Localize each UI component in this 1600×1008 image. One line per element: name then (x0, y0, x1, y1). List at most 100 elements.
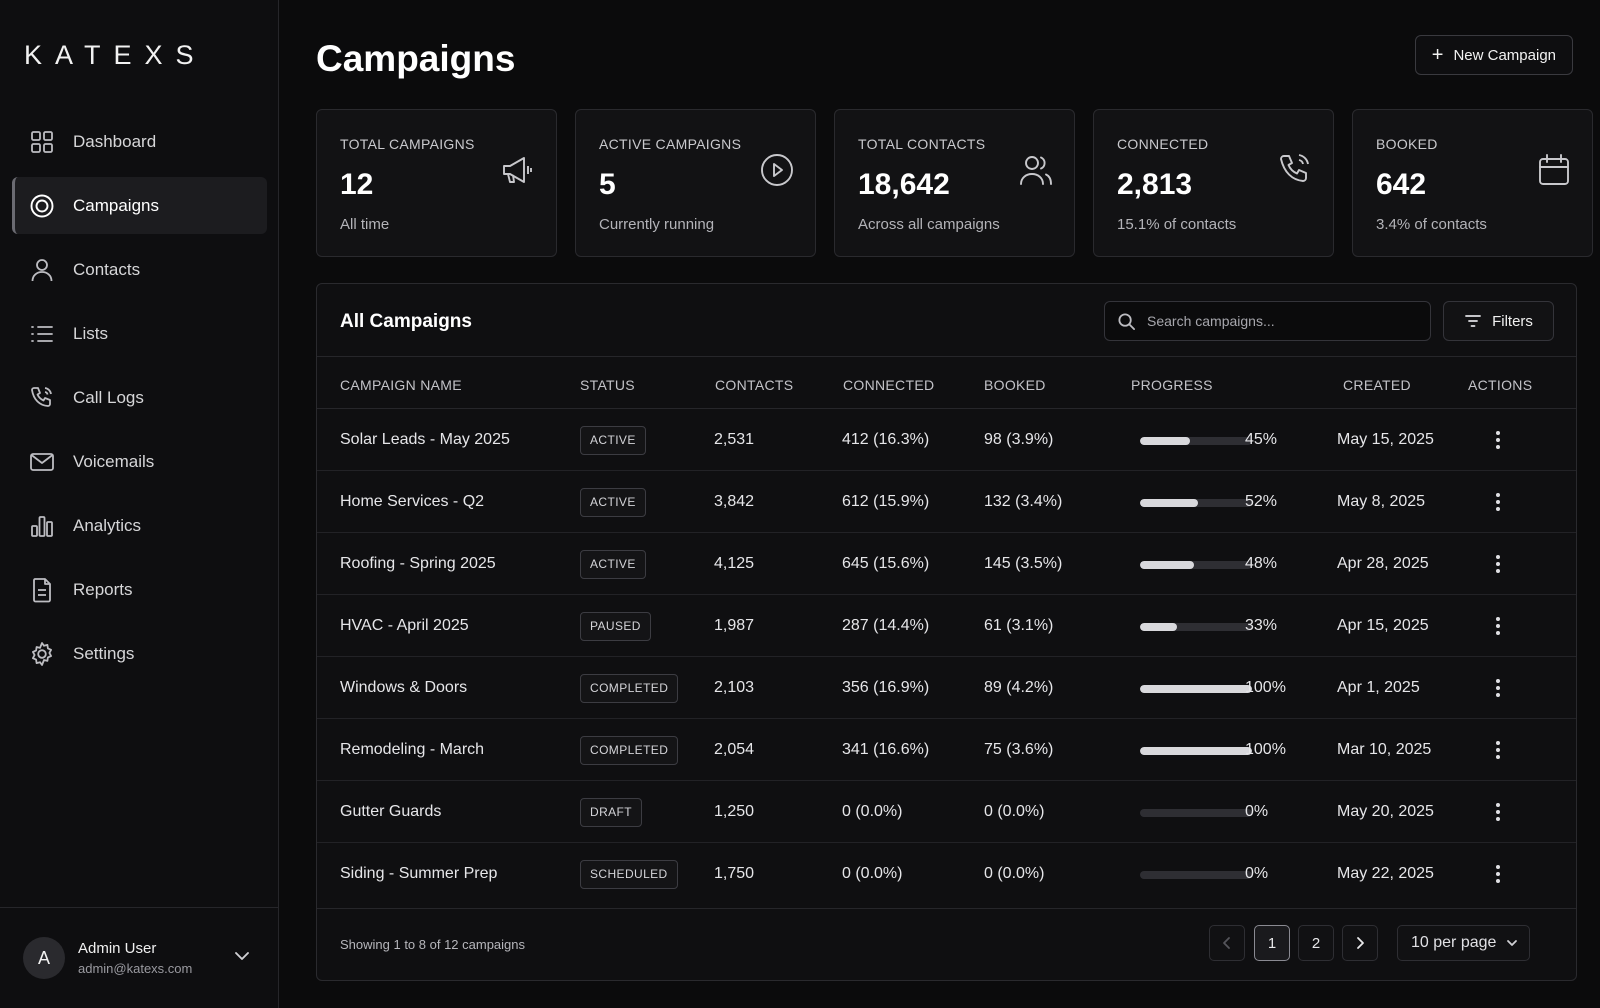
phone-call-icon (1275, 150, 1315, 190)
campaign-name[interactable]: Windows & Doors (340, 679, 468, 696)
campaign-name[interactable]: Home Services - Q2 (340, 493, 485, 510)
sidebar-item-settings[interactable]: Settings (12, 625, 267, 682)
connected-count: 287 (14.4%) (842, 617, 930, 634)
sidebar-item-campaigns[interactable]: Campaigns (12, 177, 267, 234)
page-button-2[interactable]: 2 (1298, 925, 1334, 961)
more-actions-icon[interactable] (1487, 490, 1509, 514)
megaphone-icon (498, 150, 538, 190)
chevron-left-icon (1220, 936, 1234, 950)
search-box[interactable] (1104, 301, 1431, 341)
table-row[interactable]: Home Services - Q2 ACTIVE 3,842 612 (15.… (317, 471, 1576, 533)
contacts-count: 2,103 (714, 679, 755, 696)
progress-percent: 33% (1245, 617, 1278, 634)
prev-page-button[interactable] (1209, 925, 1245, 961)
contacts-count: 2,054 (714, 741, 755, 758)
progress-percent: 0% (1245, 803, 1269, 820)
booked-count: 0 (0.0%) (984, 803, 1045, 820)
created-date: Apr 28, 2025 (1337, 555, 1429, 572)
table-row[interactable]: Roofing - Spring 2025 ACTIVE 4,125 645 (… (317, 533, 1576, 595)
progress-bar (1140, 499, 1252, 507)
users-icon (1016, 150, 1056, 190)
progress-bar (1140, 685, 1252, 693)
contacts-count: 4,125 (714, 555, 755, 572)
campaign-name[interactable]: Remodeling - March (340, 741, 485, 758)
sidebar-item-reports[interactable]: Reports (12, 561, 267, 618)
more-actions-icon[interactable] (1487, 738, 1509, 762)
progress-fill (1140, 499, 1199, 507)
next-page-button[interactable] (1342, 925, 1378, 961)
more-actions-icon[interactable] (1487, 428, 1509, 452)
more-actions-icon[interactable] (1487, 862, 1509, 886)
progress-fill (1140, 561, 1194, 569)
search-input[interactable] (1147, 313, 1407, 329)
table-title: All Campaigns (340, 311, 472, 332)
more-actions-icon[interactable] (1487, 676, 1509, 700)
column-header-contacts[interactable]: CONTACTS (715, 377, 794, 393)
stat-label: ACTIVE CAMPAIGNS (599, 136, 742, 152)
sidebar-item-voicemails[interactable]: Voicemails (12, 433, 267, 490)
column-header-created[interactable]: CREATED (1343, 377, 1411, 393)
pagination-summary: Showing 1 to 8 of 12 campaigns (340, 937, 526, 952)
sidebar-item-call-logs[interactable]: Call Logs (12, 369, 267, 426)
campaign-name[interactable]: Siding - Summer Prep (340, 865, 498, 882)
column-header-progress[interactable]: PROGRESS (1131, 377, 1213, 393)
progress-percent: 45% (1245, 431, 1278, 448)
campaign-name[interactable]: Solar Leads - May 2025 (340, 431, 510, 448)
sidebar-item-analytics[interactable]: Analytics (12, 497, 267, 554)
main-content: Campaigns + New Campaign TOTAL CAMPAIGNS… (279, 0, 1600, 1008)
progress-bar (1140, 623, 1252, 631)
status-badge: SCHEDULED (580, 860, 678, 889)
document-icon (28, 576, 56, 604)
chevron-down-icon[interactable] (232, 946, 252, 966)
sidebar-item-label: Call Logs (73, 387, 144, 407)
stat-value: 642 (1376, 168, 1427, 201)
target-icon (28, 192, 56, 220)
booked-count: 145 (3.5%) (984, 555, 1063, 572)
user-menu[interactable]: A Admin User admin@katexs.com (0, 907, 278, 1008)
created-date: May 22, 2025 (1337, 865, 1434, 882)
user-email: admin@katexs.com (78, 961, 193, 976)
sidebar-item-dashboard[interactable]: Dashboard (12, 113, 267, 170)
column-header-status[interactable]: STATUS (580, 377, 635, 393)
stat-subtext: All time (340, 216, 390, 233)
page-button-1[interactable]: 1 (1254, 925, 1290, 961)
table-row[interactable]: Solar Leads - May 2025 ACTIVE 2,531 412 … (317, 409, 1576, 471)
avatar: A (23, 937, 65, 979)
stats-row: TOTAL CAMPAIGNS 12 All time ACTIVE CAMPA… (316, 109, 1600, 257)
more-actions-icon[interactable] (1487, 800, 1509, 824)
column-header-campaign-name[interactable]: CAMPAIGN NAME (340, 377, 462, 393)
table-row[interactable]: Gutter Guards DRAFT 1,250 0 (0.0%) 0 (0.… (317, 781, 1576, 843)
sidebar-item-contacts[interactable]: Contacts (12, 241, 267, 298)
sidebar-item-label: Campaigns (73, 195, 159, 215)
table-row[interactable]: Remodeling - March COMPLETED 2,054 341 (… (317, 719, 1576, 781)
column-header-connected[interactable]: CONNECTED (843, 377, 935, 393)
new-campaign-button[interactable]: + New Campaign (1414, 35, 1573, 75)
table-row[interactable]: Windows & Doors COMPLETED 2,103 356 (16.… (317, 657, 1576, 719)
filters-button[interactable]: Filters (1443, 301, 1554, 341)
more-actions-icon[interactable] (1487, 552, 1509, 576)
table-header: CAMPAIGN NAME STATUS CONTACTS CONNECTED … (317, 356, 1576, 409)
contacts-count: 2,531 (714, 431, 755, 448)
booked-count: 61 (3.1%) (984, 617, 1054, 634)
booked-count: 75 (3.6%) (984, 741, 1054, 758)
campaign-name[interactable]: Gutter Guards (340, 803, 442, 820)
page-title: Campaigns (316, 38, 516, 79)
column-header-booked[interactable]: BOOKED (984, 377, 1046, 393)
campaign-name[interactable]: Roofing - Spring 2025 (340, 555, 496, 572)
sidebar-item-label: Voicemails (73, 451, 155, 471)
created-date: Apr 1, 2025 (1337, 679, 1420, 696)
brand-logo[interactable]: KATEXS (24, 40, 207, 70)
plus-icon: + (1431, 44, 1444, 66)
more-actions-icon[interactable] (1487, 614, 1509, 638)
table-row[interactable]: HVAC - April 2025 PAUSED 1,987 287 (14.4… (317, 595, 1576, 657)
campaign-name[interactable]: HVAC - April 2025 (340, 617, 469, 634)
table-row[interactable]: Siding - Summer Prep SCHEDULED 1,750 0 (… (317, 843, 1576, 905)
per-page-select[interactable]: 10 per page (1397, 925, 1530, 961)
sidebar-item-lists[interactable]: Lists (12, 305, 267, 362)
per-page-label: 10 per page (1411, 934, 1497, 951)
stat-value: 12 (340, 168, 374, 201)
booked-count: 89 (4.2%) (984, 679, 1054, 696)
created-date: May 8, 2025 (1337, 493, 1426, 510)
sidebar-item-label: Contacts (73, 259, 141, 279)
created-date: Mar 10, 2025 (1337, 741, 1432, 758)
